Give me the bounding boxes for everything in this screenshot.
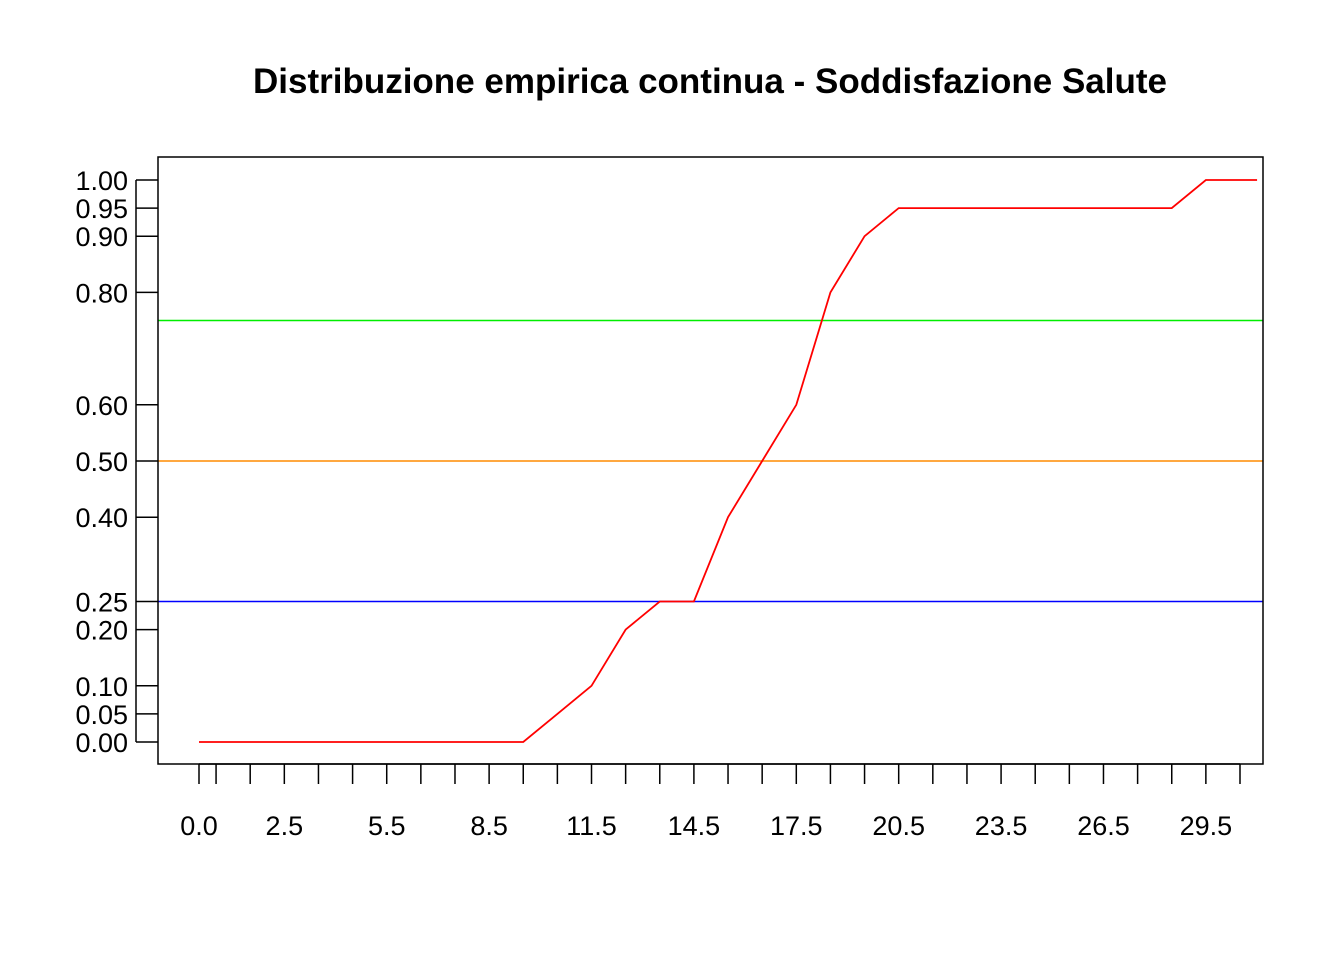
y-tick-label: 0.50 [75, 447, 128, 477]
x-tick-label: 29.5 [1180, 811, 1233, 841]
x-axis: 0.0 2.5 5.5 8.5 11.5 14.5 17.5 20.5 23.5 26.5 29.5 [180, 763, 1241, 841]
y-tick-label: 0.05 [75, 700, 128, 730]
x-tick-label: 20.5 [872, 811, 925, 841]
y-tick-label: 0.20 [75, 616, 128, 646]
y-tick-label: 0.60 [75, 391, 128, 421]
x-tick-label: 14.5 [668, 811, 721, 841]
y-tick-label: 0.95 [75, 194, 128, 224]
y-tick-label: 0.40 [75, 503, 128, 533]
ecdf-line [199, 179, 1258, 743]
y-tick-label: 0.25 [75, 588, 128, 618]
x-tick-label: 5.5 [368, 811, 406, 841]
chart-title: Distribuzione empirica continua - Soddis… [253, 62, 1167, 101]
y-tick-label: 0.00 [75, 728, 128, 758]
x-tick-label: 2.5 [266, 811, 304, 841]
x-tick-label: 11.5 [566, 811, 617, 841]
x-tick-label: 23.5 [975, 811, 1028, 841]
series-layer [199, 179, 1258, 743]
x-tick-label: 0.0 [180, 811, 218, 841]
x-tick-label: 17.5 [770, 811, 823, 841]
reference-lines [158, 319, 1263, 603]
y-tick-label: 0.90 [75, 222, 128, 252]
y-tick-label: 0.10 [75, 672, 128, 702]
y-axis: 0.000.050.10 0.200.25 0.40 0.50 0.60 0.80 0.90… [75, 166, 158, 758]
y-tick-label: 0.80 [75, 278, 128, 308]
x-tick-label: 8.5 [470, 811, 508, 841]
x-tick-label: 26.5 [1077, 811, 1130, 841]
y-tick-label: 1.00 [75, 166, 128, 196]
